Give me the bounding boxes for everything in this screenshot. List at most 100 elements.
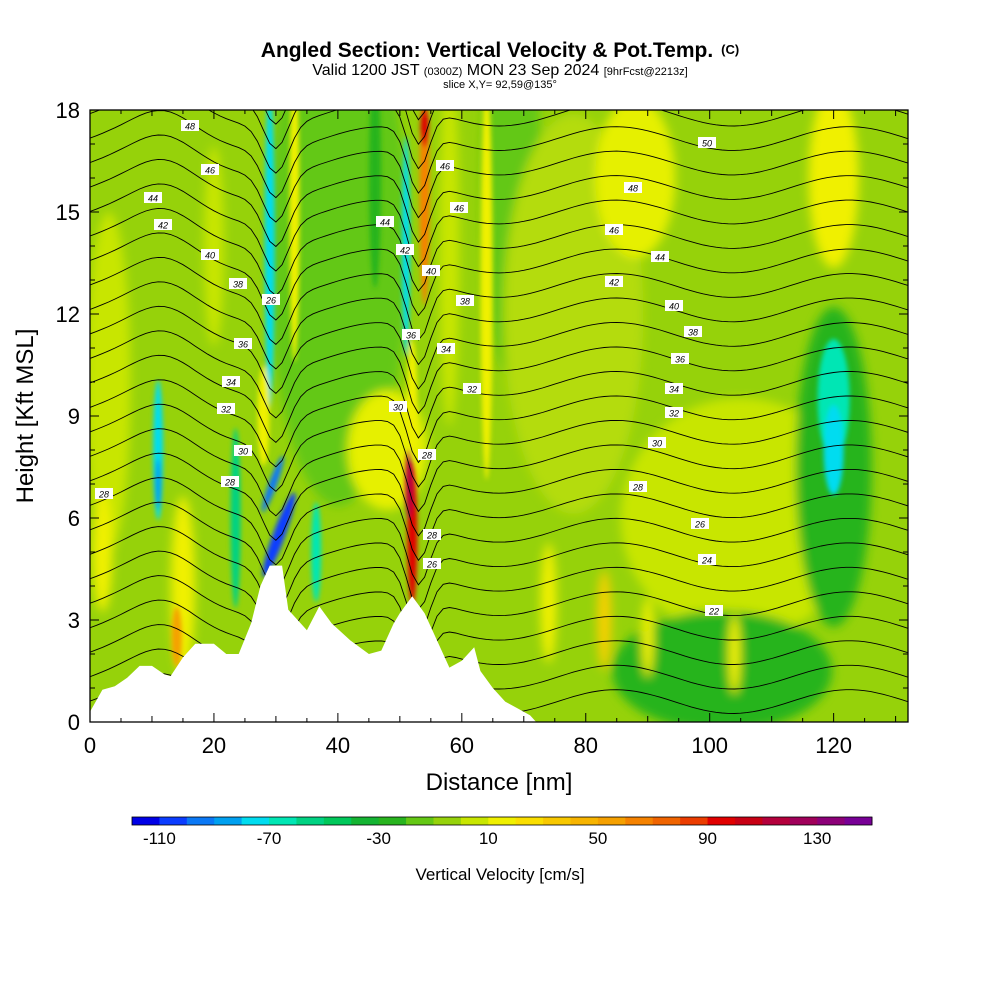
contour-label-bg [229,278,247,289]
contour-label: 40 [426,267,436,277]
contour-label-bg [234,445,252,456]
contour-label-bg [665,300,683,311]
contour-label: 44 [655,253,665,263]
contour-label-bg [691,518,709,529]
contour-label: 36 [406,331,416,341]
colorbar-swatch [460,817,489,825]
contour-label-bg [684,326,702,337]
colorbar-swatch [597,817,626,825]
contour-label: 28 [632,483,643,493]
slice-label: slice X,Y= 92,59@135° [443,79,557,91]
contour-label: 28 [224,478,235,488]
contour-label-bg [396,244,414,255]
colorbar-swatch [406,817,434,825]
contour-label: 50 [702,139,712,149]
chart-subtitle: Valid 1200 JST (0300Z) MON 23 Sep 2024 [… [312,62,687,79]
colorbar-swatch [543,817,572,825]
velocity-cell [369,110,382,288]
contour-label: 42 [400,246,410,256]
colorbar-tick-label: 130 [803,829,831,848]
contour-label: 46 [205,166,215,176]
colorbar-swatch [789,817,818,825]
contour-label-bg [144,192,162,203]
y-tick-labels: 0 3 6 9 12 15 18 [56,98,80,735]
contour-label-bg [629,481,647,492]
contour-label: 28 [421,451,432,461]
contour-label-bg [605,276,623,287]
contour-label-bg [698,137,716,148]
colorbar-swatch [707,817,736,825]
contour-label: 32 [221,405,231,415]
colorbar-swatch [652,817,681,825]
contour-label: 46 [440,162,450,172]
contour-label: 26 [265,296,276,306]
contour-label: 28 [98,490,109,500]
colorbar [131,816,873,826]
contour-label: 38 [688,328,698,338]
velocity-cell [262,492,296,578]
contour-label: 34 [226,378,236,388]
theta-contour [90,354,908,444]
x-tick-label: 80 [574,733,598,758]
contour-label-bg [665,407,683,418]
contour-label-bg [665,383,683,394]
colorbar-swatch [433,817,462,825]
contour-label-bg [437,343,455,354]
contour-label-bg [402,329,420,340]
y-tick-label: 6 [68,506,80,531]
contour-label: 32 [669,409,679,419]
velocity-cell [420,110,429,147]
contour-label-bg [422,265,440,276]
velocity-cell [641,597,654,677]
contour-label-bg [201,249,219,260]
x-tick-labels: 0 20 40 60 80 100 120 [84,733,852,758]
x-tick-label: 0 [84,733,96,758]
velocity-field [90,110,872,722]
contour-label-bg [376,216,394,227]
colorbar-swatch [132,817,160,825]
contour-label: 46 [609,226,619,236]
contour-label: 30 [652,439,662,449]
colorbar-tick-label: 10 [479,829,498,848]
contour-label: 24 [701,556,712,566]
theta-contour [90,330,908,419]
x-tick-label: 20 [202,733,226,758]
velocity-cell [808,110,859,268]
contour-label: 42 [609,278,619,288]
colorbar-tick-label: -110 [143,829,176,848]
theta-contour [90,305,908,395]
colorbar-swatch [488,817,517,825]
colorbar-tick-label: 50 [588,829,607,848]
colorbar-frame [131,816,873,826]
velocity-cell [612,611,833,722]
theta-contour [90,428,908,517]
contour-label-bg [463,383,481,394]
velocity-cell [728,614,741,694]
contour-label: 30 [238,447,248,457]
terrain-mask [90,565,908,722]
contour-label: 32 [467,385,477,395]
contour-label-bg [436,160,454,171]
velocity-cell [823,405,844,495]
colorbar-swatch [680,817,709,825]
theta-contour [90,477,908,566]
velocity-cell [311,502,322,602]
colorbar-swatch [323,817,352,825]
colorbar-swatch [515,817,544,825]
contour-label: 44 [380,218,390,228]
y-tick-label: 3 [68,608,80,633]
colorbar-swatch [844,817,873,825]
colorbar-label: Vertical Velocity [cm/s] [415,865,584,884]
contour-label-bg [671,353,689,364]
velocity-cell [230,428,241,608]
contour-label: 40 [669,302,679,312]
contour-label-bg [234,338,252,349]
y-tick-label: 0 [68,710,80,735]
theta-contour [90,403,908,492]
contour-label: 38 [460,297,470,307]
colorbar-tick-label: -30 [366,829,391,848]
theta-contour [90,232,908,321]
colorbar-tick-label: -70 [257,829,282,848]
theta-contour [90,110,908,174]
axis-ticks [89,109,908,723]
